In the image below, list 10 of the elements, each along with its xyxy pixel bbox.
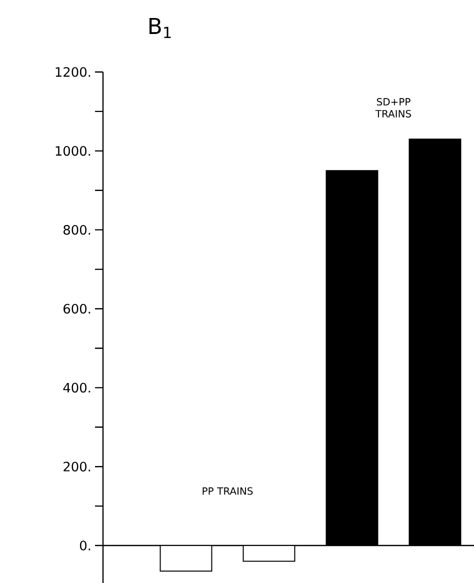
y-tick-label: 400.	[63, 382, 90, 393]
y-tick-label: 1200.	[56, 67, 90, 77]
y-tick-label: 600.	[64, 304, 90, 314]
chart-title: B$_{1}$	[150, 18, 171, 38]
annotation: SD+PP TRAINS	[375, 98, 412, 118]
y-tick-label: 1000.	[56, 146, 90, 156]
y-tick-label: 800.	[64, 224, 90, 235]
y-tick-label: 0.	[80, 540, 90, 550]
y-tick-label: 200.	[64, 462, 90, 472]
annotation: PP TRAINS	[202, 487, 253, 495]
